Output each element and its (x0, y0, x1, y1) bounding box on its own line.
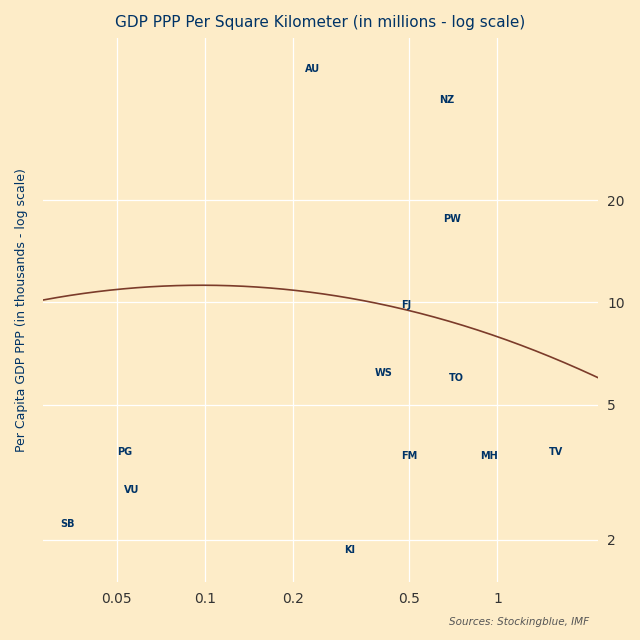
Text: MH: MH (480, 451, 497, 461)
Y-axis label: Per Capita GDP PPP (in thousands - log scale): Per Capita GDP PPP (in thousands - log s… (15, 168, 28, 452)
Text: AU: AU (305, 64, 320, 74)
Title: GDP PPP Per Square Kilometer (in millions - log scale): GDP PPP Per Square Kilometer (in million… (115, 15, 525, 30)
Text: VU: VU (124, 485, 140, 495)
Text: NZ: NZ (439, 95, 454, 106)
Text: TV: TV (549, 447, 563, 457)
Text: PW: PW (443, 214, 461, 224)
Text: FM: FM (401, 451, 418, 461)
Text: WS: WS (374, 367, 392, 378)
Text: FJ: FJ (401, 300, 412, 310)
Text: PG: PG (117, 447, 132, 457)
Text: SB: SB (60, 519, 75, 529)
Text: Sources: Stockingblue, IMF: Sources: Stockingblue, IMF (449, 617, 589, 627)
Text: TO: TO (449, 372, 463, 383)
Text: KI: KI (344, 545, 356, 555)
